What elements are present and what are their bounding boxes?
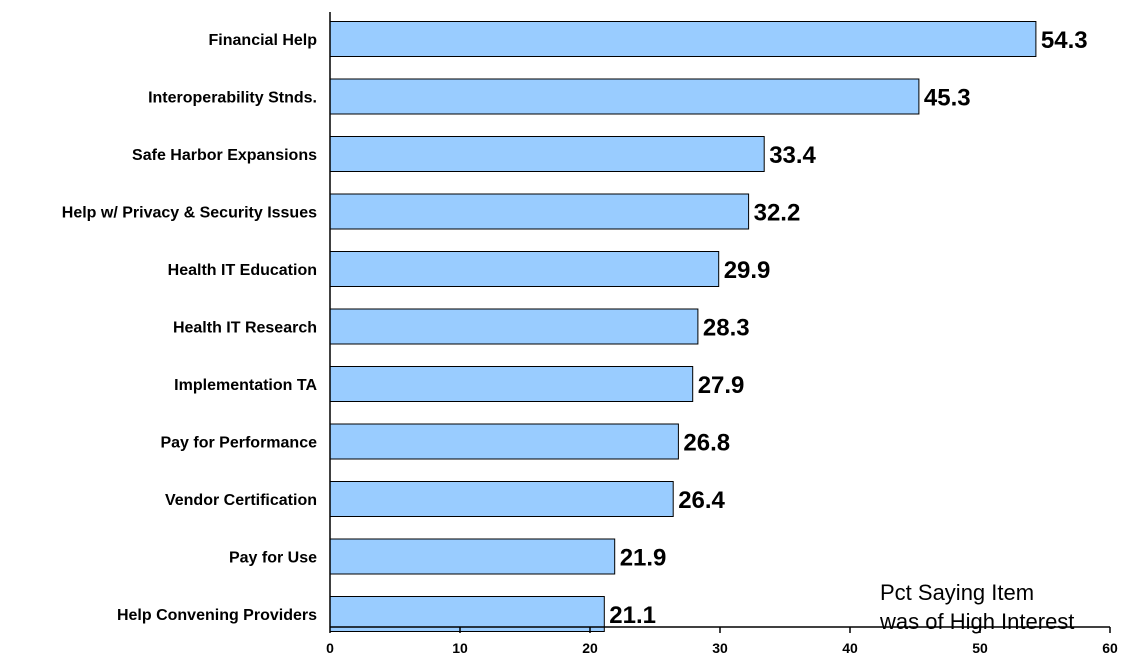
bar <box>329 136 765 172</box>
x-ticks-group: 0 10 20 30 40 50 60 <box>326 627 1118 656</box>
x-tick-label: 20 <box>582 640 598 656</box>
bar <box>329 21 1037 57</box>
annotation-line-1: Pct Saying Item <box>880 580 1034 605</box>
category-label: Vendor Certification <box>165 492 317 509</box>
value-label: 26.4 <box>678 487 725 514</box>
category-labels-group: Financial Help Interoperability Stnds. Saf… <box>62 32 318 624</box>
value-label: 54.3 <box>1041 27 1088 54</box>
x-tick-label: 10 <box>452 640 468 656</box>
bar <box>329 78 920 115</box>
value-label: 21.1 <box>609 602 656 629</box>
value-label: 26.8 <box>683 430 730 457</box>
x-tick-label: 60 <box>1102 640 1118 656</box>
bar <box>329 538 616 575</box>
category-label: Implementation TA <box>174 377 317 394</box>
bar <box>329 481 674 517</box>
x-tick-label: 30 <box>712 640 728 656</box>
category-label: Financial Help <box>209 32 318 49</box>
bar <box>329 193 750 230</box>
category-label: Pay for Use <box>229 550 317 567</box>
bar <box>329 308 699 345</box>
category-label: Health IT Research <box>173 320 317 337</box>
value-label: 32.2 <box>754 200 801 227</box>
category-label: Pay for Performance <box>160 435 317 452</box>
x-tick-label: 0 <box>326 640 334 656</box>
value-labels-group: 54.3 45.3 33.4 32.2 29.9 28.3 27.9 26.8 26.4 21.9… <box>609 27 1087 629</box>
value-label: 45.3 <box>924 85 971 112</box>
category-label: Safe Harbor Expansions <box>132 147 317 164</box>
category-label: Help w/ Privacy & Security Issues <box>62 205 317 222</box>
bars-group <box>329 21 1037 632</box>
category-label: Health IT Education <box>168 262 317 279</box>
x-tick-label: 50 <box>972 640 988 656</box>
category-label: Interoperability Stnds. <box>148 90 317 107</box>
bar <box>329 596 605 632</box>
bar <box>329 366 694 402</box>
value-label: 28.3 <box>703 315 750 342</box>
value-label: 33.4 <box>769 142 816 169</box>
annotation-line-2: was of High Interest <box>879 609 1074 634</box>
value-label: 27.9 <box>698 372 745 399</box>
category-label: Help Convening Providers <box>117 607 317 624</box>
value-label: 21.9 <box>620 545 667 572</box>
x-tick-label: 40 <box>842 640 858 656</box>
value-label: 29.9 <box>724 257 771 284</box>
bar <box>329 423 679 460</box>
bar <box>329 251 720 287</box>
